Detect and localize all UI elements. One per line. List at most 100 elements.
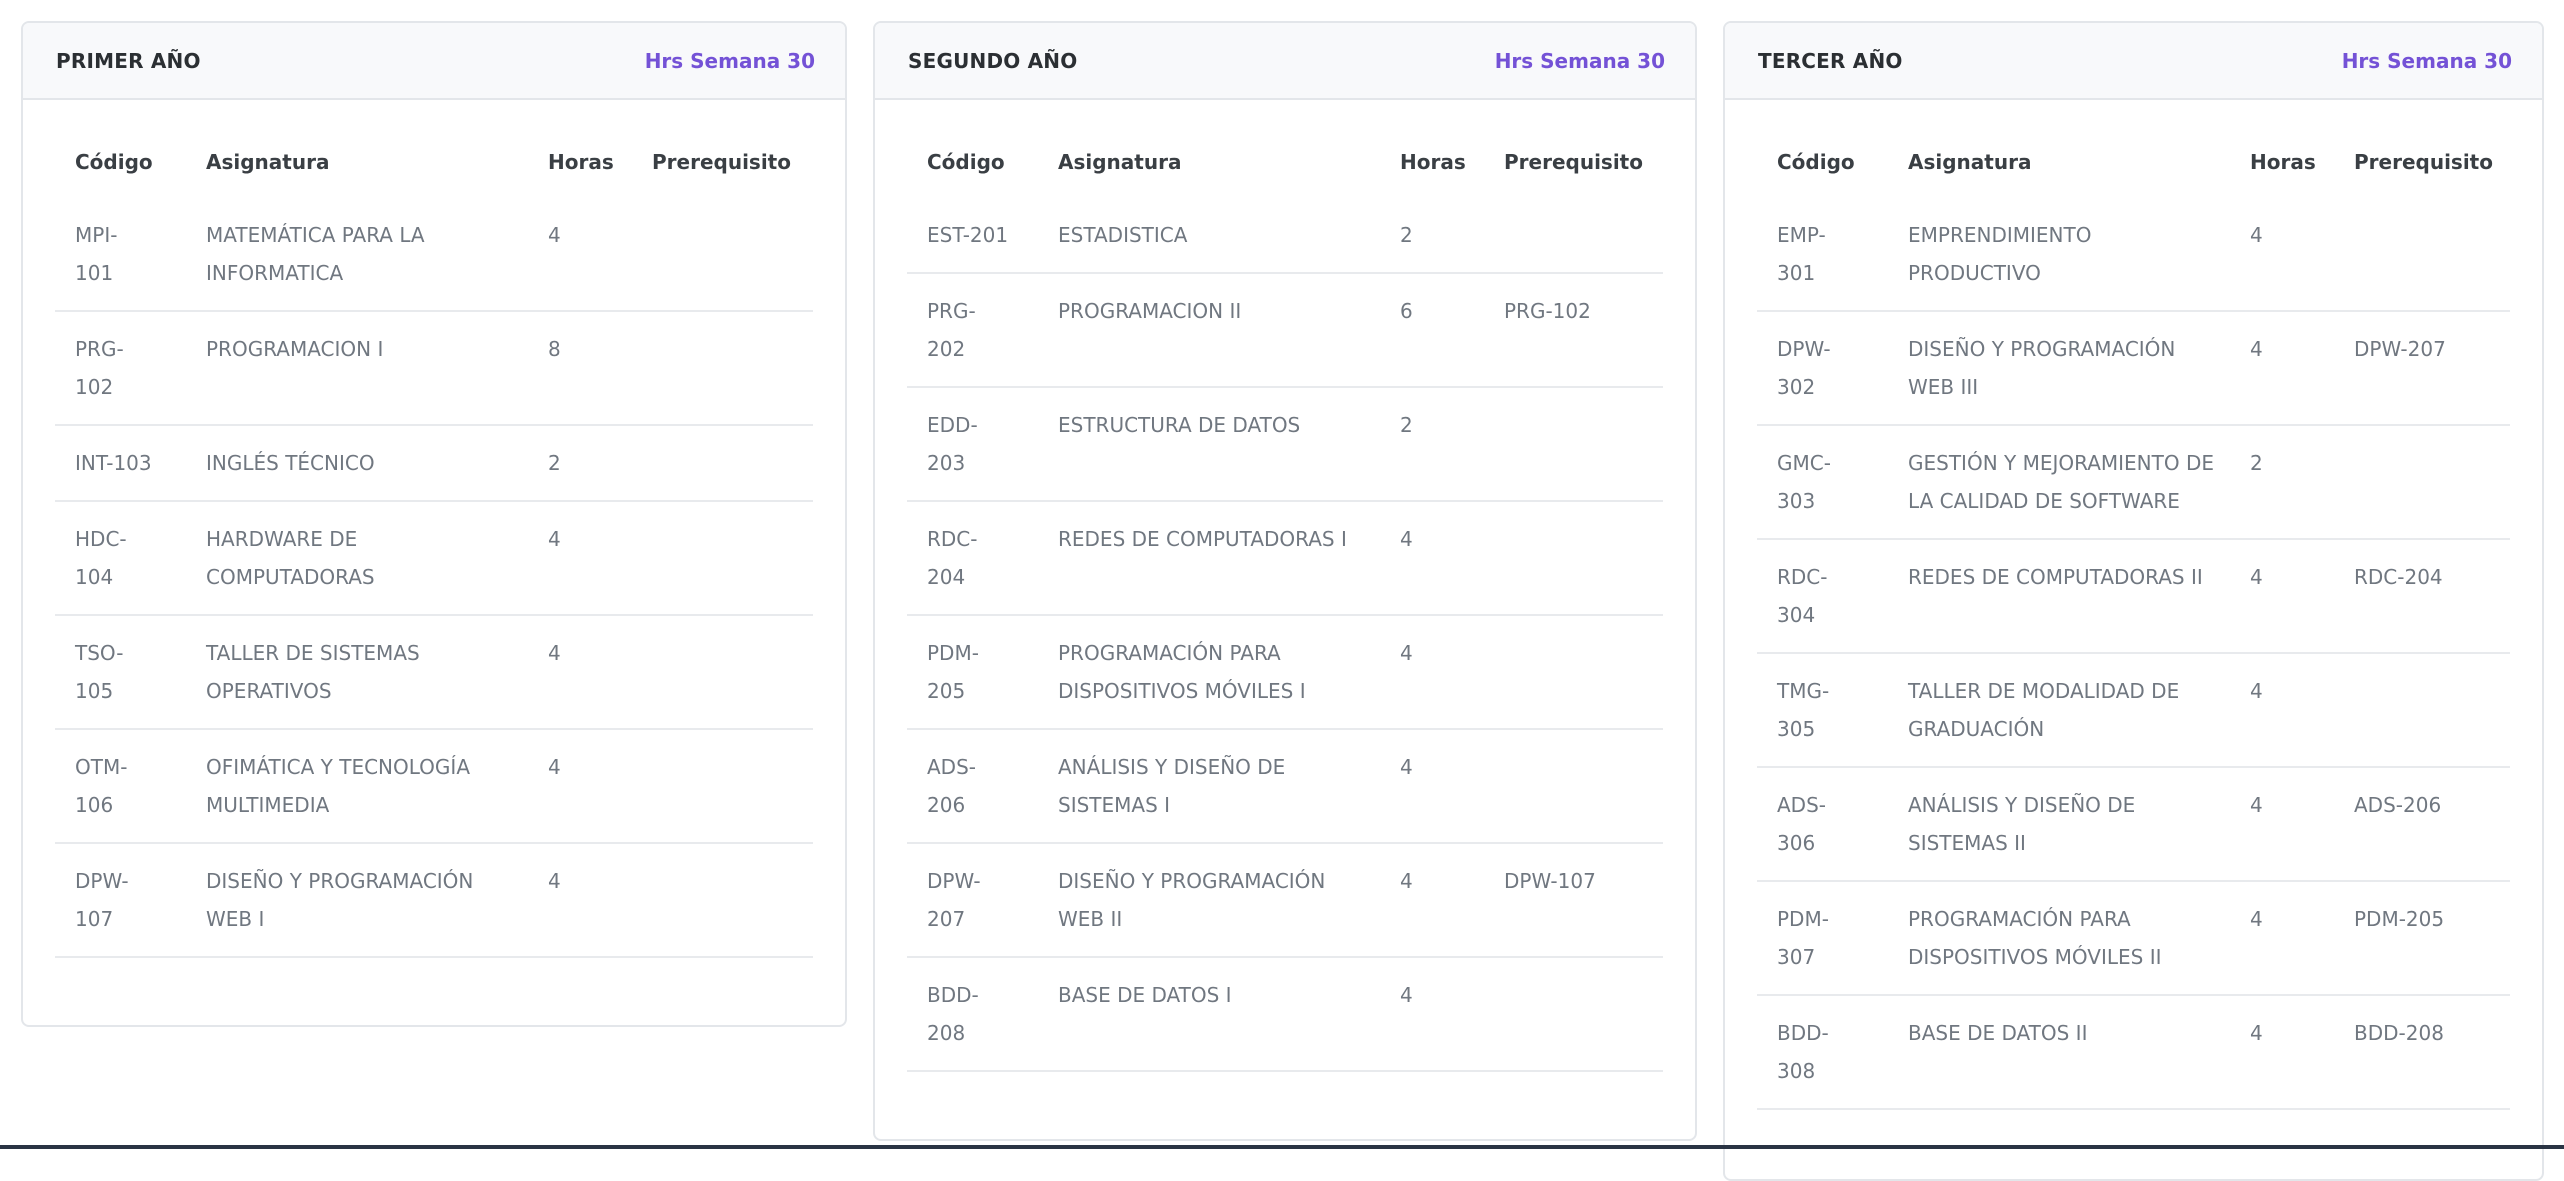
table-row: BDD-208 BASE DE DATOS I 4 xyxy=(907,957,1663,1072)
cell-prereq xyxy=(632,198,813,312)
cell-prereq: DPW-107 xyxy=(1484,843,1663,958)
cell-code: ADS-206 xyxy=(927,755,976,817)
cell-code: RDC-304 xyxy=(1777,565,1828,627)
table-row: DPW-207 DISEÑO Y PROGRAMACIÓN WEB II 4 D… xyxy=(907,843,1663,958)
cell-subject: DISEÑO Y PROGRAMACIÓN WEB II xyxy=(1038,843,1380,958)
cell-prereq: DPW-207 xyxy=(2334,311,2510,426)
table-row: RDC-304 REDES DE COMPUTADORAS II 4 RDC-2… xyxy=(1757,539,2510,654)
cell-subject: INGLÉS TÉCNICO xyxy=(186,425,528,502)
year-card: PRIMER AÑO Hrs Semana 30 Código Asignatu… xyxy=(21,21,847,1027)
year-card: TERCER AÑO Hrs Semana 30 Código Asignatu… xyxy=(1723,21,2544,1181)
cell-prereq xyxy=(632,615,813,730)
cell-prereq xyxy=(632,425,813,502)
cell-prereq xyxy=(632,501,813,616)
card-header: TERCER AÑO Hrs Semana 30 xyxy=(1725,23,2542,100)
cell-subject: TALLER DE MODALIDAD DE GRADUACIÓN xyxy=(1888,653,2230,768)
cell-code-container: EDD-203 xyxy=(907,387,1038,502)
cell-prereq xyxy=(1484,729,1663,844)
cell-code: BDD-208 xyxy=(927,983,979,1045)
cell-hours: 4 xyxy=(1380,729,1484,844)
table-header-row: Código Asignatura Horas Prerequisito xyxy=(1757,130,2510,198)
cell-subject: DISEÑO Y PROGRAMACIÓN WEB I xyxy=(186,843,528,958)
cell-prereq xyxy=(1484,198,1663,274)
cell-subject: REDES DE COMPUTADORAS II xyxy=(1888,539,2230,654)
subjects-table: Código Asignatura Horas Prerequisito EST… xyxy=(907,130,1663,1072)
cell-code: TMG-305 xyxy=(1777,679,1830,741)
table-row: ADS-206 ANÁLISIS Y DISEÑO DE SISTEMAS I … xyxy=(907,729,1663,844)
cell-prereq: PDM-205 xyxy=(2334,881,2510,996)
cell-subject: EMPRENDIMIENTO PRODUCTIVO xyxy=(1888,198,2230,312)
cell-code-container: DPW-207 xyxy=(907,843,1038,958)
table-row: DPW-107 DISEÑO Y PROGRAMACIÓN WEB I 4 xyxy=(55,843,813,958)
cell-hours: 2 xyxy=(2230,425,2334,540)
cell-prereq xyxy=(1484,387,1663,502)
table-row: DPW-302 DISEÑO Y PROGRAMACIÓN WEB III 4 … xyxy=(1757,311,2510,426)
cell-prereq xyxy=(1484,957,1663,1072)
table-row: EST-201 ESTADISTICA 2 xyxy=(907,198,1663,274)
cell-subject: PROGRAMACIÓN PARA DISPOSITIVOS MÓVILES I… xyxy=(1888,881,2230,996)
cell-code: PDM-205 xyxy=(927,641,979,703)
cell-hours: 4 xyxy=(1380,843,1484,958)
header-code: Código xyxy=(75,150,153,174)
cell-code-container: EMP-301 xyxy=(1757,198,1888,312)
cell-hours: 4 xyxy=(2230,198,2334,312)
cell-hours: 4 xyxy=(2230,653,2334,768)
cell-code-container: ADS-206 xyxy=(907,729,1038,844)
table-row: GMC-303 GESTIÓN Y MEJORAMIENTO DE LA CAL… xyxy=(1757,425,2510,540)
cell-hours: 8 xyxy=(528,311,632,426)
table-row: PDM-307 PROGRAMACIÓN PARA DISPOSITIVOS M… xyxy=(1757,881,2510,996)
cell-hours: 4 xyxy=(2230,881,2334,996)
table-row: HDC-104 HARDWARE DE COMPUTADORAS 4 xyxy=(55,501,813,616)
cell-hours: 4 xyxy=(528,615,632,730)
header-prereq: Prerequisito xyxy=(652,150,791,174)
cell-subject: TALLER DE SISTEMAS OPERATIVOS xyxy=(186,615,528,730)
cell-code: INT-103 xyxy=(75,451,152,475)
weekly-hours: Hrs Semana 30 xyxy=(1494,48,1665,73)
header-prereq: Prerequisito xyxy=(1504,150,1643,174)
cell-prereq xyxy=(2334,653,2510,768)
cell-code-container: EST-201 xyxy=(907,198,1038,274)
cell-subject: GESTIÓN Y MEJORAMIENTO DE LA CALIDAD DE … xyxy=(1888,425,2230,540)
table-header-row: Código Asignatura Horas Prerequisito xyxy=(55,130,813,198)
cell-subject: DISEÑO Y PROGRAMACIÓN WEB III xyxy=(1888,311,2230,426)
cell-hours: 4 xyxy=(528,198,632,312)
cell-code: DPW-302 xyxy=(1777,337,1831,399)
header-subject: Asignatura xyxy=(1058,150,1182,174)
cell-subject: ESTADISTICA xyxy=(1038,198,1380,274)
weekly-hours: Hrs Semana 30 xyxy=(644,48,815,73)
subjects-table: Código Asignatura Horas Prerequisito EMP… xyxy=(1757,130,2510,1110)
cell-code-container: TSO-105 xyxy=(55,615,186,730)
table-row: OTM-106 OFIMÁTICA Y TECNOLOGÍA MULTIMEDI… xyxy=(55,729,813,844)
card-title: SEGUNDO AÑO xyxy=(908,48,1078,73)
cell-subject: PROGRAMACIÓN PARA DISPOSITIVOS MÓVILES I xyxy=(1038,615,1380,730)
cell-hours: 4 xyxy=(528,729,632,844)
cell-code-container: DPW-107 xyxy=(55,843,186,958)
card-body: Código Asignatura Horas Prerequisito EMP… xyxy=(1725,100,2542,1110)
bottom-bar xyxy=(0,1145,2564,1149)
card-header: PRIMER AÑO Hrs Semana 30 xyxy=(23,23,845,100)
cell-code-container: TMG-305 xyxy=(1757,653,1888,768)
header-code: Código xyxy=(1777,150,1855,174)
cell-subject: BASE DE DATOS I xyxy=(1038,957,1380,1072)
cell-prereq xyxy=(632,729,813,844)
cell-code: DPW-107 xyxy=(75,869,129,931)
card-header: SEGUNDO AÑO Hrs Semana 30 xyxy=(875,23,1695,100)
cell-hours: 2 xyxy=(528,425,632,502)
cell-code-container: ADS-306 xyxy=(1757,767,1888,882)
cell-code: BDD-308 xyxy=(1777,1021,1829,1083)
cell-code: ADS-306 xyxy=(1777,793,1826,855)
cell-subject: PROGRAMACION I xyxy=(186,311,528,426)
cell-prereq xyxy=(2334,425,2510,540)
cell-prereq: ADS-206 xyxy=(2334,767,2510,882)
cell-code-container: PRG-102 xyxy=(55,311,186,426)
table-row: MPI-101 MATEMÁTICA PARA LA INFORMATICA 4 xyxy=(55,198,813,312)
cell-prereq xyxy=(1484,501,1663,616)
cell-prereq xyxy=(632,311,813,426)
cell-code: TSO-105 xyxy=(75,641,124,703)
cell-hours: 4 xyxy=(1380,501,1484,616)
cell-code-container: OTM-106 xyxy=(55,729,186,844)
cell-prereq: BDD-208 xyxy=(2334,995,2510,1110)
card-title: PRIMER AÑO xyxy=(56,48,201,73)
cell-hours: 4 xyxy=(2230,311,2334,426)
cell-hours: 4 xyxy=(528,501,632,616)
